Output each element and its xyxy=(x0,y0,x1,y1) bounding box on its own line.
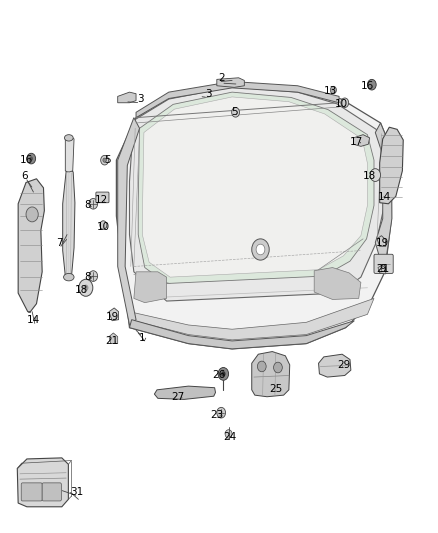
Text: 19: 19 xyxy=(376,238,389,247)
Text: 8: 8 xyxy=(85,272,92,282)
Circle shape xyxy=(89,271,98,281)
Text: 3: 3 xyxy=(137,94,144,104)
Text: 2: 2 xyxy=(218,73,225,83)
Polygon shape xyxy=(138,92,374,284)
Polygon shape xyxy=(314,268,361,300)
Polygon shape xyxy=(18,179,44,312)
Polygon shape xyxy=(109,333,118,344)
Polygon shape xyxy=(318,354,351,377)
Polygon shape xyxy=(143,97,367,277)
Text: 21: 21 xyxy=(376,264,389,274)
Circle shape xyxy=(27,154,35,164)
Ellipse shape xyxy=(64,135,73,141)
Text: 6: 6 xyxy=(21,171,28,181)
Text: 23: 23 xyxy=(210,410,223,421)
Polygon shape xyxy=(118,92,136,103)
Circle shape xyxy=(256,244,265,255)
Polygon shape xyxy=(252,352,290,397)
Text: 12: 12 xyxy=(95,195,108,205)
Text: 13: 13 xyxy=(324,86,337,96)
Circle shape xyxy=(370,168,381,181)
Text: 19: 19 xyxy=(106,312,119,322)
Circle shape xyxy=(252,239,269,260)
Text: 8: 8 xyxy=(85,200,92,211)
FancyBboxPatch shape xyxy=(374,254,393,273)
Text: 25: 25 xyxy=(269,384,283,394)
Polygon shape xyxy=(136,82,339,118)
Text: 29: 29 xyxy=(337,360,350,370)
Text: 17: 17 xyxy=(350,136,363,147)
Polygon shape xyxy=(217,78,244,87)
Text: 3: 3 xyxy=(205,88,212,99)
Polygon shape xyxy=(378,265,386,274)
Circle shape xyxy=(218,368,229,380)
Text: 31: 31 xyxy=(71,488,84,497)
Text: 5: 5 xyxy=(104,155,111,165)
FancyBboxPatch shape xyxy=(96,192,109,203)
Circle shape xyxy=(101,156,109,165)
Circle shape xyxy=(232,108,240,117)
Text: 14: 14 xyxy=(378,192,392,203)
Polygon shape xyxy=(130,320,354,349)
Circle shape xyxy=(100,221,107,229)
Polygon shape xyxy=(117,83,392,349)
Polygon shape xyxy=(109,308,119,321)
Text: 14: 14 xyxy=(27,314,40,325)
Ellipse shape xyxy=(64,273,74,281)
Circle shape xyxy=(79,279,93,296)
Polygon shape xyxy=(353,135,370,147)
Polygon shape xyxy=(65,136,74,172)
Polygon shape xyxy=(375,123,392,273)
Polygon shape xyxy=(130,87,385,301)
Text: 10: 10 xyxy=(97,222,110,232)
Text: 9: 9 xyxy=(379,264,386,274)
Circle shape xyxy=(29,157,33,161)
Text: 21: 21 xyxy=(106,336,119,346)
Polygon shape xyxy=(130,298,374,340)
Polygon shape xyxy=(63,169,75,278)
Text: 16: 16 xyxy=(361,81,374,91)
Text: 26: 26 xyxy=(212,370,226,381)
Polygon shape xyxy=(134,272,166,303)
Polygon shape xyxy=(380,127,403,204)
Text: 18: 18 xyxy=(363,171,376,181)
Text: 10: 10 xyxy=(335,99,348,109)
Circle shape xyxy=(221,371,226,376)
FancyBboxPatch shape xyxy=(42,483,61,501)
Circle shape xyxy=(258,361,266,372)
Text: 18: 18 xyxy=(75,286,88,295)
Circle shape xyxy=(83,285,88,291)
Circle shape xyxy=(341,98,349,108)
Circle shape xyxy=(89,198,98,209)
Polygon shape xyxy=(377,236,386,246)
Text: 24: 24 xyxy=(223,432,237,442)
Circle shape xyxy=(217,407,226,418)
FancyBboxPatch shape xyxy=(21,483,42,501)
Circle shape xyxy=(225,430,232,438)
Polygon shape xyxy=(154,386,215,399)
Polygon shape xyxy=(17,458,68,507)
Text: 16: 16 xyxy=(20,155,34,165)
Circle shape xyxy=(103,158,106,163)
Text: 7: 7 xyxy=(57,238,63,247)
Circle shape xyxy=(330,86,336,94)
Polygon shape xyxy=(118,118,140,325)
Circle shape xyxy=(367,79,376,90)
Circle shape xyxy=(26,207,38,222)
Text: 27: 27 xyxy=(171,392,184,402)
Text: 5: 5 xyxy=(231,107,237,117)
Text: 1: 1 xyxy=(139,333,146,343)
Circle shape xyxy=(274,362,283,373)
